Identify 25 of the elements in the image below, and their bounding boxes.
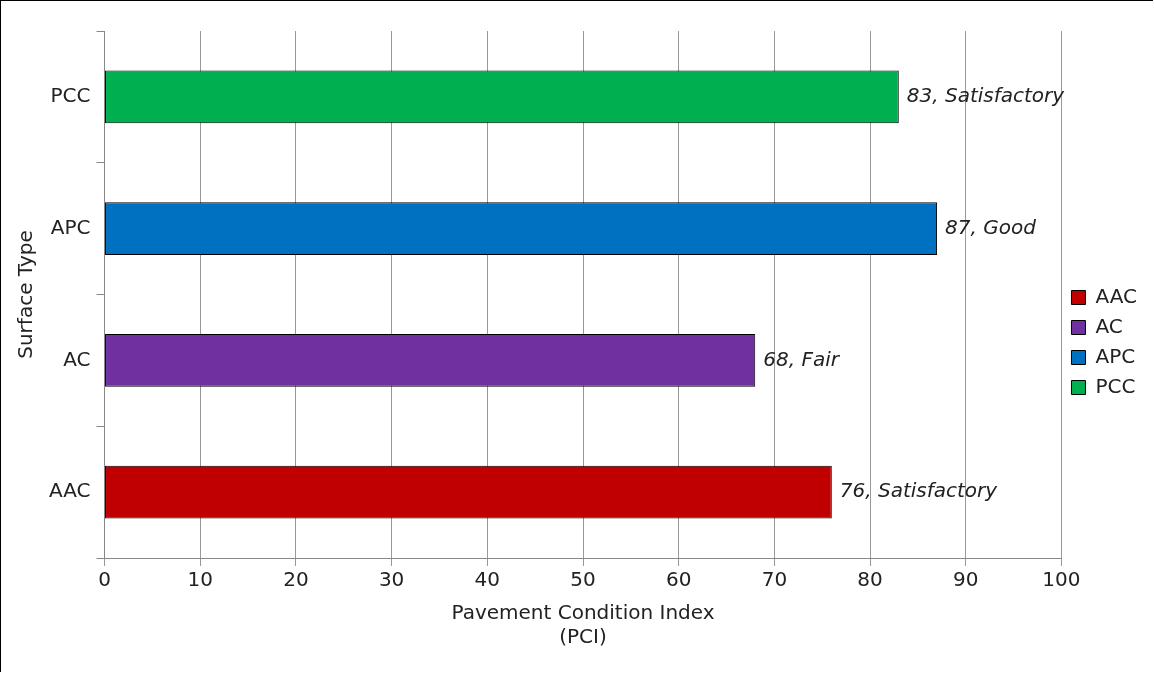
y-tick-label: AAC — [48, 478, 91, 503]
y-tick-label: AC — [63, 346, 91, 371]
x-tick-label: 60 — [665, 567, 692, 592]
data-label: 68, Fair — [763, 346, 841, 371]
x-tick-label: 90 — [953, 567, 979, 592]
legend-label: AAC — [1095, 283, 1138, 308]
legend-label: PCC — [1095, 373, 1136, 398]
x-tick-label: 100 — [1042, 567, 1081, 592]
x-tick-label: 40 — [474, 567, 501, 592]
data-label: 87, Good — [945, 214, 1037, 239]
legend-label: AC — [1095, 313, 1123, 338]
x-tick-label: 0 — [98, 567, 111, 592]
y-tick-label: APC — [50, 214, 91, 239]
x-tick-label: 50 — [570, 567, 596, 592]
x-tick-label: 30 — [378, 567, 405, 592]
x-tick-label: 20 — [283, 567, 309, 592]
y-tick-label: PCC — [50, 83, 91, 108]
data-label: 76, Satisfactory — [839, 478, 999, 503]
x-tick-label: 10 — [187, 567, 213, 592]
y-axis-title: Surface Type — [13, 230, 38, 359]
x-tick-label: 70 — [761, 567, 788, 592]
data-label: 83, Satisfactory — [906, 83, 1066, 108]
x-tick-label: 80 — [857, 567, 883, 592]
legend-label: APC — [1095, 343, 1136, 368]
x-axis-title: Pavement Condition Index (PCI) — [451, 600, 715, 649]
